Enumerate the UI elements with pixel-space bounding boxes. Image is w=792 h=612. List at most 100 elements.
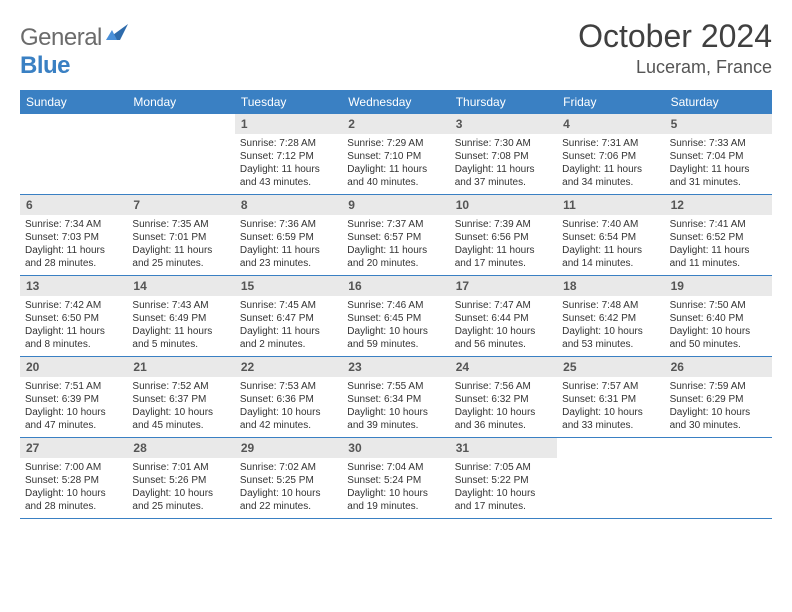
day-number: 12 (665, 195, 772, 215)
day-body: Sunrise: 7:36 AMSunset: 6:59 PMDaylight:… (235, 215, 342, 275)
daylight-text: Daylight: 11 hours and 31 minutes. (670, 163, 767, 189)
daylight-text: Daylight: 10 hours and 28 minutes. (25, 487, 122, 513)
day-body: Sunrise: 7:01 AMSunset: 5:26 PMDaylight:… (127, 458, 234, 518)
sunset-text: Sunset: 6:45 PM (347, 312, 444, 325)
day-cell: 18Sunrise: 7:48 AMSunset: 6:42 PMDayligh… (557, 276, 664, 356)
day-body: Sunrise: 7:35 AMSunset: 7:01 PMDaylight:… (127, 215, 234, 275)
day-cell: 30Sunrise: 7:04 AMSunset: 5:24 PMDayligh… (342, 438, 449, 518)
day-cell: 19Sunrise: 7:50 AMSunset: 6:40 PMDayligh… (665, 276, 772, 356)
sunset-text: Sunset: 5:26 PM (132, 474, 229, 487)
day-number: 19 (665, 276, 772, 296)
daylight-text: Daylight: 11 hours and 25 minutes. (132, 244, 229, 270)
day-number: 24 (450, 357, 557, 377)
sunset-text: Sunset: 7:06 PM (562, 150, 659, 163)
sunrise-text: Sunrise: 7:45 AM (240, 299, 337, 312)
weekday-header: Friday (557, 90, 664, 114)
day-number: 13 (20, 276, 127, 296)
day-number: 25 (557, 357, 664, 377)
day-body: Sunrise: 7:57 AMSunset: 6:31 PMDaylight:… (557, 377, 664, 437)
weekday-header: Sunday (20, 90, 127, 114)
sunrise-text: Sunrise: 7:55 AM (347, 380, 444, 393)
day-body: Sunrise: 7:40 AMSunset: 6:54 PMDaylight:… (557, 215, 664, 275)
day-body: Sunrise: 7:39 AMSunset: 6:56 PMDaylight:… (450, 215, 557, 275)
day-number: 6 (20, 195, 127, 215)
day-body: Sunrise: 7:50 AMSunset: 6:40 PMDaylight:… (665, 296, 772, 356)
day-number: 27 (20, 438, 127, 458)
daylight-text: Daylight: 10 hours and 25 minutes. (132, 487, 229, 513)
day-number: 10 (450, 195, 557, 215)
day-cell: 25Sunrise: 7:57 AMSunset: 6:31 PMDayligh… (557, 357, 664, 437)
day-body: Sunrise: 7:34 AMSunset: 7:03 PMDaylight:… (20, 215, 127, 275)
logo-text-blue: Blue (20, 52, 70, 79)
sunrise-text: Sunrise: 7:36 AM (240, 218, 337, 231)
daylight-text: Daylight: 11 hours and 43 minutes. (240, 163, 337, 189)
sunset-text: Sunset: 6:40 PM (670, 312, 767, 325)
sunrise-text: Sunrise: 7:29 AM (347, 137, 444, 150)
sunrise-text: Sunrise: 7:05 AM (455, 461, 552, 474)
sunrise-text: Sunrise: 7:01 AM (132, 461, 229, 474)
sunset-text: Sunset: 6:34 PM (347, 393, 444, 406)
day-cell: 31Sunrise: 7:05 AMSunset: 5:22 PMDayligh… (450, 438, 557, 518)
logo: General Blue (20, 18, 128, 80)
day-body: Sunrise: 7:53 AMSunset: 6:36 PMDaylight:… (235, 377, 342, 437)
day-body: Sunrise: 7:52 AMSunset: 6:37 PMDaylight:… (127, 377, 234, 437)
day-cell: 14Sunrise: 7:43 AMSunset: 6:49 PMDayligh… (127, 276, 234, 356)
day-number: 16 (342, 276, 449, 296)
day-cell: 6Sunrise: 7:34 AMSunset: 7:03 PMDaylight… (20, 195, 127, 275)
sunset-text: Sunset: 7:01 PM (132, 231, 229, 244)
daylight-text: Daylight: 10 hours and 17 minutes. (455, 487, 552, 513)
day-body: Sunrise: 7:37 AMSunset: 6:57 PMDaylight:… (342, 215, 449, 275)
day-number: 14 (127, 276, 234, 296)
sunset-text: Sunset: 6:36 PM (240, 393, 337, 406)
day-cell: 24Sunrise: 7:56 AMSunset: 6:32 PMDayligh… (450, 357, 557, 437)
day-cell: 10Sunrise: 7:39 AMSunset: 6:56 PMDayligh… (450, 195, 557, 275)
sunrise-text: Sunrise: 7:37 AM (347, 218, 444, 231)
day-number: 20 (20, 357, 127, 377)
title-block: October 2024 Luceram, France (578, 18, 772, 78)
header: General Blue October 2024 Luceram, Franc… (20, 18, 772, 80)
sunrise-text: Sunrise: 7:04 AM (347, 461, 444, 474)
sunrise-text: Sunrise: 7:51 AM (25, 380, 122, 393)
day-cell: 27Sunrise: 7:00 AMSunset: 5:28 PMDayligh… (20, 438, 127, 518)
day-number: 18 (557, 276, 664, 296)
daylight-text: Daylight: 10 hours and 53 minutes. (562, 325, 659, 351)
sunset-text: Sunset: 6:42 PM (562, 312, 659, 325)
sunset-text: Sunset: 7:10 PM (347, 150, 444, 163)
day-cell: 11Sunrise: 7:40 AMSunset: 6:54 PMDayligh… (557, 195, 664, 275)
sunrise-text: Sunrise: 7:43 AM (132, 299, 229, 312)
day-cell: 26Sunrise: 7:59 AMSunset: 6:29 PMDayligh… (665, 357, 772, 437)
day-number: 4 (557, 114, 664, 134)
day-body: Sunrise: 7:59 AMSunset: 6:29 PMDaylight:… (665, 377, 772, 437)
day-cell: 22Sunrise: 7:53 AMSunset: 6:36 PMDayligh… (235, 357, 342, 437)
sunset-text: Sunset: 6:44 PM (455, 312, 552, 325)
day-number: 8 (235, 195, 342, 215)
sunset-text: Sunset: 7:03 PM (25, 231, 122, 244)
day-cell: 28Sunrise: 7:01 AMSunset: 5:26 PMDayligh… (127, 438, 234, 518)
day-number: 17 (450, 276, 557, 296)
day-number: 28 (127, 438, 234, 458)
daylight-text: Daylight: 11 hours and 5 minutes. (132, 325, 229, 351)
day-body: Sunrise: 7:47 AMSunset: 6:44 PMDaylight:… (450, 296, 557, 356)
sunset-text: Sunset: 6:31 PM (562, 393, 659, 406)
sunrise-text: Sunrise: 7:30 AM (455, 137, 552, 150)
day-cell: 13Sunrise: 7:42 AMSunset: 6:50 PMDayligh… (20, 276, 127, 356)
day-cell: 20Sunrise: 7:51 AMSunset: 6:39 PMDayligh… (20, 357, 127, 437)
weekday-header-row: SundayMondayTuesdayWednesdayThursdayFrid… (20, 90, 772, 114)
day-cell: 2Sunrise: 7:29 AMSunset: 7:10 PMDaylight… (342, 114, 449, 194)
sunset-text: Sunset: 6:54 PM (562, 231, 659, 244)
day-body: Sunrise: 7:51 AMSunset: 6:39 PMDaylight:… (20, 377, 127, 437)
day-number: 21 (127, 357, 234, 377)
sunrise-text: Sunrise: 7:28 AM (240, 137, 337, 150)
day-body: Sunrise: 7:33 AMSunset: 7:04 PMDaylight:… (665, 134, 772, 194)
week-row: 27Sunrise: 7:00 AMSunset: 5:28 PMDayligh… (20, 438, 772, 519)
day-number: 3 (450, 114, 557, 134)
weekday-header: Saturday (665, 90, 772, 114)
daylight-text: Daylight: 11 hours and 8 minutes. (25, 325, 122, 351)
daylight-text: Daylight: 10 hours and 50 minutes. (670, 325, 767, 351)
daylight-text: Daylight: 10 hours and 36 minutes. (455, 406, 552, 432)
day-body: Sunrise: 7:48 AMSunset: 6:42 PMDaylight:… (557, 296, 664, 356)
day-cell: 5Sunrise: 7:33 AMSunset: 7:04 PMDaylight… (665, 114, 772, 194)
day-number: 30 (342, 438, 449, 458)
week-row: 13Sunrise: 7:42 AMSunset: 6:50 PMDayligh… (20, 276, 772, 357)
daylight-text: Daylight: 11 hours and 14 minutes. (562, 244, 659, 270)
